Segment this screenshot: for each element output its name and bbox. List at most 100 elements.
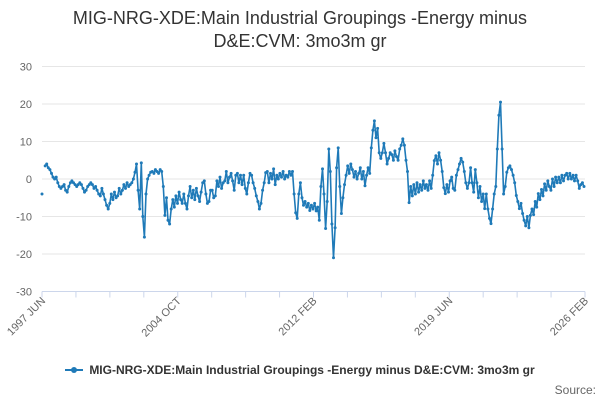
series-marker bbox=[256, 200, 260, 203]
series-marker bbox=[549, 188, 553, 192]
series-marker bbox=[207, 200, 211, 203]
series-marker bbox=[554, 175, 558, 179]
series-marker bbox=[488, 216, 491, 220]
series-marker bbox=[324, 227, 328, 230]
series-marker bbox=[165, 196, 168, 200]
series-marker bbox=[231, 179, 235, 183]
series-marker bbox=[491, 207, 495, 211]
series-marker bbox=[541, 194, 545, 198]
series-marker bbox=[352, 175, 356, 179]
x-axis-label: 2004 OCT bbox=[140, 295, 185, 340]
series-marker bbox=[272, 167, 276, 171]
x-axis-label: 2026 FEB bbox=[548, 295, 591, 338]
series-marker bbox=[220, 186, 224, 190]
series-marker bbox=[417, 190, 421, 194]
series-marker bbox=[349, 162, 353, 166]
y-axis-label: 0 bbox=[26, 174, 32, 186]
series-marker bbox=[280, 175, 283, 179]
series-marker bbox=[421, 179, 425, 183]
series-marker bbox=[525, 215, 529, 218]
series-marker bbox=[354, 170, 357, 173]
series-marker bbox=[399, 143, 403, 147]
series-marker bbox=[240, 183, 244, 187]
series-marker bbox=[311, 207, 315, 211]
series-marker bbox=[289, 173, 293, 177]
series-marker bbox=[65, 190, 69, 194]
series-marker bbox=[257, 207, 261, 211]
x-axis-label: 2012 FEB bbox=[277, 295, 320, 338]
series-marker bbox=[242, 173, 246, 177]
series-line bbox=[44, 101, 585, 259]
series-marker bbox=[495, 147, 499, 151]
series-marker bbox=[239, 173, 242, 177]
series-marker bbox=[409, 185, 413, 188]
series-marker bbox=[237, 181, 241, 185]
series-marker bbox=[302, 203, 305, 207]
series-marker bbox=[177, 190, 181, 194]
series-marker bbox=[131, 177, 135, 181]
series-marker bbox=[562, 179, 565, 183]
series-marker bbox=[235, 171, 239, 175]
series-marker bbox=[98, 194, 102, 198]
series-marker bbox=[532, 213, 536, 217]
series-marker bbox=[535, 205, 539, 209]
series-marker bbox=[476, 196, 480, 200]
series-marker bbox=[376, 126, 380, 130]
series-marker bbox=[374, 136, 378, 140]
series-marker bbox=[298, 181, 302, 185]
series-marker bbox=[250, 173, 254, 177]
series-marker bbox=[120, 188, 124, 192]
series-marker bbox=[48, 168, 52, 172]
series-marker bbox=[357, 171, 361, 175]
series-marker bbox=[172, 205, 176, 209]
series-marker bbox=[390, 153, 394, 157]
series-marker bbox=[428, 179, 432, 183]
series-marker bbox=[297, 192, 301, 196]
series-marker bbox=[168, 222, 172, 226]
source-label: Source: bbox=[554, 383, 596, 397]
legend-item[interactable]: MIG-NRG-XDE:Main Industrial Groupings -E… bbox=[0, 360, 600, 380]
series-marker bbox=[360, 177, 364, 181]
series-marker bbox=[521, 212, 525, 215]
series-marker bbox=[538, 198, 542, 202]
series-marker bbox=[213, 194, 217, 198]
series-marker bbox=[406, 170, 409, 173]
series-marker bbox=[281, 170, 285, 173]
series-marker bbox=[465, 186, 469, 190]
series-marker bbox=[335, 166, 339, 170]
series-marker bbox=[54, 175, 58, 179]
series-marker bbox=[338, 185, 342, 188]
series-marker bbox=[569, 177, 573, 181]
series-marker bbox=[182, 192, 186, 196]
series-marker bbox=[253, 186, 257, 190]
series-marker bbox=[401, 137, 405, 141]
series-marker bbox=[363, 184, 367, 188]
series-marker bbox=[437, 151, 441, 155]
series-marker bbox=[379, 156, 383, 160]
series-marker bbox=[176, 201, 179, 205]
series-marker bbox=[478, 185, 482, 188]
series-marker bbox=[190, 196, 194, 200]
series-marker bbox=[361, 170, 365, 173]
series-marker bbox=[429, 186, 433, 190]
series-marker bbox=[445, 183, 449, 187]
series-marker bbox=[204, 192, 208, 196]
series-marker bbox=[275, 173, 279, 177]
series-marker bbox=[424, 183, 428, 187]
series-marker bbox=[259, 201, 263, 205]
series-marker bbox=[514, 194, 518, 197]
series-marker bbox=[105, 203, 109, 207]
series-marker bbox=[108, 201, 112, 205]
series-marker bbox=[152, 171, 156, 175]
x-axis-label: 1997 JUN bbox=[5, 295, 48, 338]
series-marker bbox=[229, 171, 233, 175]
series-marker bbox=[344, 173, 348, 177]
series-marker bbox=[142, 235, 146, 239]
series-marker bbox=[103, 198, 107, 202]
series-marker bbox=[365, 173, 369, 177]
series-marker bbox=[223, 179, 227, 183]
series-marker bbox=[319, 185, 323, 188]
series-marker bbox=[95, 188, 99, 192]
series-marker bbox=[423, 186, 427, 190]
series-marker bbox=[136, 188, 140, 192]
